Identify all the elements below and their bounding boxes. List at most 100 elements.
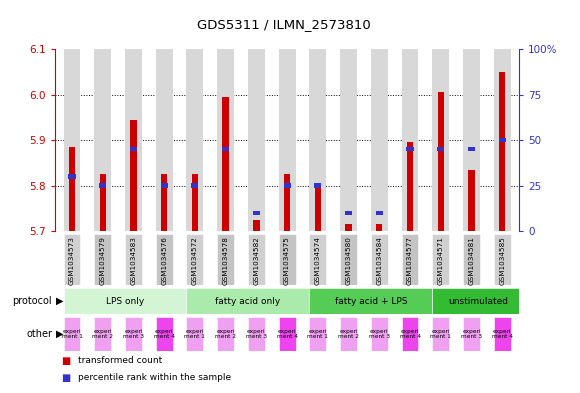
Bar [468, 170, 474, 231]
Text: GSM1034576: GSM1034576 [161, 236, 167, 285]
Bar [340, 317, 357, 351]
Bar [186, 288, 309, 314]
Bar [186, 317, 204, 351]
Bar [253, 211, 260, 215]
Text: protocol: protocol [13, 296, 52, 306]
Bar [278, 317, 296, 351]
Bar [222, 147, 229, 151]
Bar [314, 183, 321, 231]
Bar [95, 317, 111, 351]
Bar [125, 234, 142, 285]
Bar [161, 183, 168, 188]
Text: fatty acid + LPS: fatty acid + LPS [335, 297, 407, 306]
Text: unstimulated: unstimulated [448, 297, 509, 306]
Bar [248, 49, 265, 231]
Bar [463, 317, 480, 351]
Text: experi
ment 2: experi ment 2 [92, 329, 113, 339]
Bar [345, 224, 351, 231]
Text: GSM1034573: GSM1034573 [69, 236, 75, 285]
Bar [156, 317, 173, 351]
Bar [191, 183, 198, 188]
Bar [248, 234, 265, 285]
Text: ■: ■ [61, 373, 70, 383]
Bar [340, 234, 357, 285]
Bar [64, 288, 186, 314]
Text: GSM1034583: GSM1034583 [130, 236, 136, 285]
Bar [217, 49, 234, 231]
Text: GSM1034571: GSM1034571 [438, 236, 444, 285]
Text: fatty acid only: fatty acid only [215, 297, 281, 306]
Bar [432, 234, 449, 285]
Text: GSM1034584: GSM1034584 [376, 236, 382, 285]
Bar [432, 288, 524, 314]
Bar [69, 147, 75, 231]
Text: experi
ment 2: experi ment 2 [338, 329, 359, 339]
Bar [340, 49, 357, 231]
Bar [95, 49, 111, 231]
Bar [401, 317, 418, 351]
Text: GSM1034572: GSM1034572 [192, 236, 198, 285]
Bar [309, 317, 327, 351]
Bar [223, 97, 229, 231]
Bar [253, 220, 260, 231]
Bar [407, 142, 413, 231]
Text: GSM1034581: GSM1034581 [469, 236, 474, 285]
Bar [186, 234, 204, 285]
Bar [95, 234, 111, 285]
Bar [161, 174, 168, 231]
Text: experi
ment 4: experi ment 4 [154, 329, 175, 339]
Text: GSM1034578: GSM1034578 [223, 236, 229, 285]
Bar [463, 234, 480, 285]
Bar [99, 183, 106, 188]
Bar [401, 234, 418, 285]
Text: GSM1034580: GSM1034580 [346, 236, 351, 285]
Text: experi
ment 3: experi ment 3 [369, 329, 390, 339]
Text: percentile rank within the sample: percentile rank within the sample [78, 373, 231, 382]
Text: GSM1034574: GSM1034574 [315, 236, 321, 285]
Bar [463, 49, 480, 231]
Text: experi
ment 1: experi ment 1 [61, 329, 82, 339]
Bar [125, 49, 142, 231]
Bar [345, 211, 352, 215]
Bar [130, 147, 137, 151]
Text: experi
ment 3: experi ment 3 [461, 329, 482, 339]
Text: experi
ment 1: experi ment 1 [430, 329, 451, 339]
Text: experi
ment 1: experi ment 1 [184, 329, 205, 339]
Text: GSM1034579: GSM1034579 [100, 236, 106, 285]
Text: GSM1034582: GSM1034582 [253, 236, 259, 285]
Bar [494, 49, 510, 231]
Text: LPS only: LPS only [106, 297, 144, 306]
Bar [437, 147, 444, 151]
Text: experi
ment 4: experi ment 4 [277, 329, 298, 339]
Bar [432, 49, 449, 231]
Bar [156, 49, 173, 231]
Bar [468, 147, 475, 151]
Bar [284, 174, 291, 231]
Bar [68, 174, 75, 179]
Text: ■: ■ [61, 356, 70, 365]
Text: experi
ment 2: experi ment 2 [215, 329, 236, 339]
Bar [437, 92, 444, 231]
Text: experi
ment 4: experi ment 4 [492, 329, 513, 339]
Bar [371, 317, 388, 351]
Text: experi
ment 1: experi ment 1 [307, 329, 328, 339]
Bar [432, 317, 449, 351]
Bar [314, 183, 321, 188]
Text: other: other [26, 329, 52, 339]
Bar [407, 147, 414, 151]
Bar [192, 174, 198, 231]
Bar [64, 49, 81, 231]
Text: experi
ment 4: experi ment 4 [400, 329, 420, 339]
Text: experi
ment 3: experi ment 3 [246, 329, 267, 339]
Bar [309, 234, 327, 285]
Bar [130, 119, 137, 231]
Bar [309, 288, 432, 314]
Bar [499, 138, 506, 142]
Bar [64, 234, 81, 285]
Bar [248, 317, 265, 351]
Bar [494, 317, 510, 351]
Text: GSM1034585: GSM1034585 [499, 236, 505, 285]
Bar [376, 224, 382, 231]
Bar [494, 234, 510, 285]
Bar [100, 174, 106, 231]
